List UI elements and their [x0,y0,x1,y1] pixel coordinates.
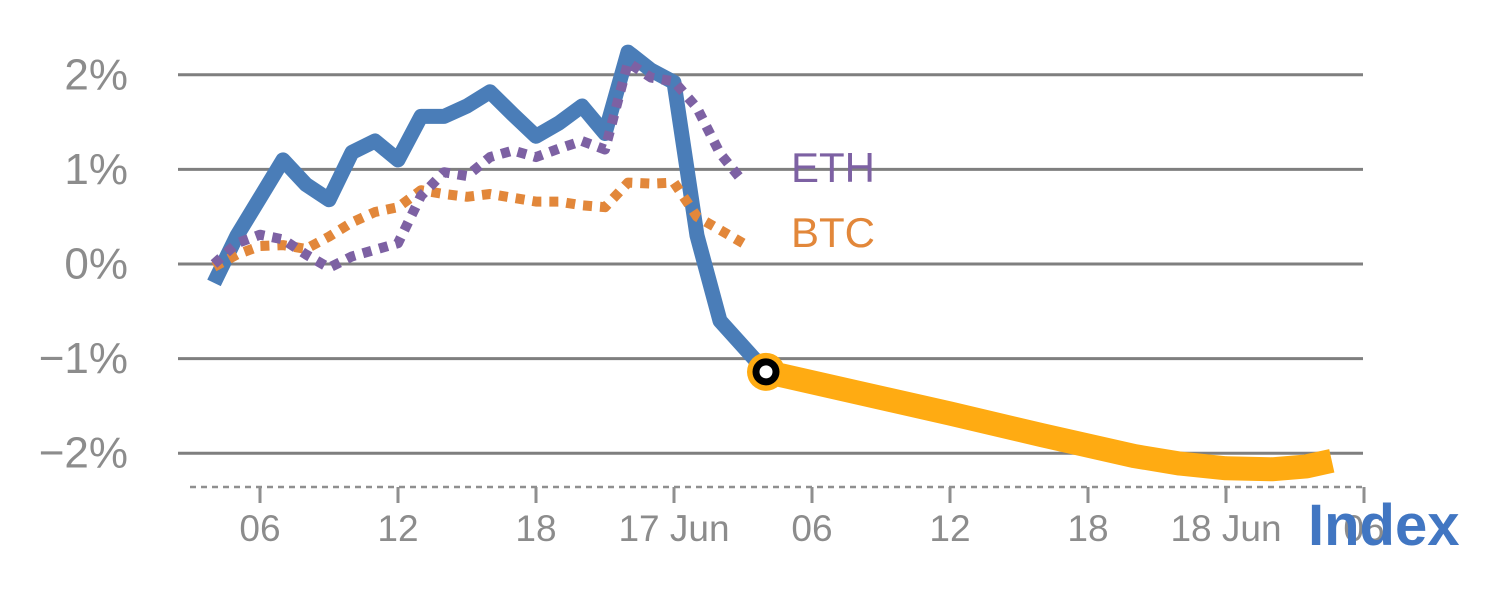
series-line-index-forecast [763,360,1335,482]
x-tick-label: 12 [377,508,418,549]
index-label: Index [1308,493,1460,558]
y-axis-label: 1% [64,145,128,194]
eth-label: ETH [791,144,875,191]
x-tick-label: 18 Jun [1170,508,1281,549]
x-tick-label: 12 [929,508,970,549]
x-tick-label: 18 [1067,508,1108,549]
series-line-eth [210,57,747,273]
y-axis-label: −2% [39,429,128,478]
forecast-start-marker [752,358,780,386]
series-line-index [207,44,772,377]
x-tick-label: 18 [515,508,556,549]
x-tick-label: 17 Jun [618,508,729,549]
x-tick-label: 06 [1343,508,1384,549]
btc-label: BTC [791,209,875,256]
series-line-btc [211,177,746,272]
x-tick-label: 06 [239,508,280,549]
y-axis-label: −1% [39,334,128,383]
y-axis-label: 0% [64,240,128,289]
y-axis-label: 2% [64,50,128,99]
x-tick-label: 06 [791,508,832,549]
